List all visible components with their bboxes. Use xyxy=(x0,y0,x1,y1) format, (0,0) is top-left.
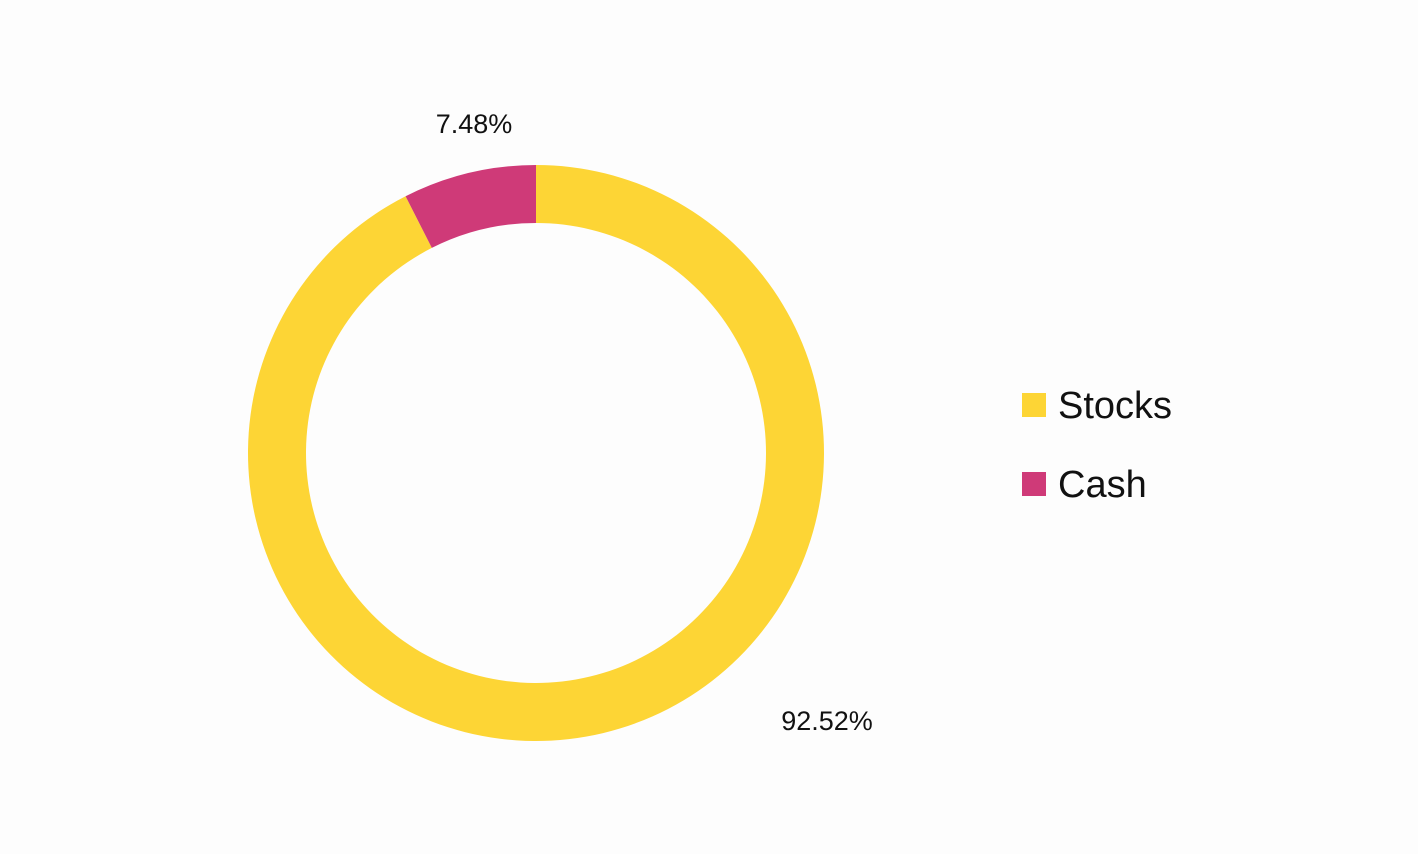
donut-slices xyxy=(247,165,824,741)
data-label-stocks: 92.52% xyxy=(781,706,873,736)
data-labels: 92.52% 7.48% xyxy=(436,109,873,736)
slice-cash xyxy=(405,165,536,248)
legend-swatch-stocks xyxy=(1022,393,1046,417)
legend: Stocks Cash xyxy=(1022,385,1172,506)
slice-stocks xyxy=(247,165,824,741)
data-label-cash: 7.48% xyxy=(436,109,513,139)
legend-swatch-cash xyxy=(1022,472,1046,496)
legend-label-stocks: Stocks xyxy=(1058,385,1172,427)
legend-label-cash: Cash xyxy=(1058,464,1147,506)
